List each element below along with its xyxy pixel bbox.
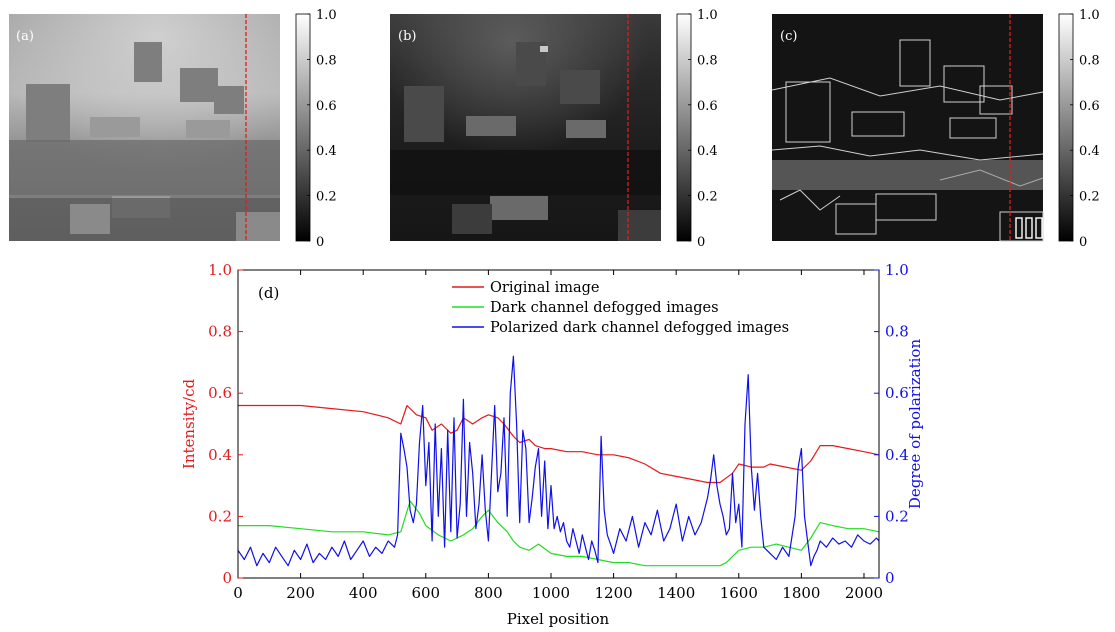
x-tick-label: 400 (349, 584, 378, 602)
panel-label-a: (a) (16, 29, 34, 44)
image-panel-c: (c) (771, 14, 1044, 242)
legend-label-polarized: Polarized dark channel defogged images (490, 320, 789, 336)
legend: Original image Dark channel defogged ima… (452, 280, 789, 336)
colorbar-a: 0 0.2 0.4 0.6 0.8 1.0 (295, 8, 337, 250)
colorbar-tick-label: 0.2 (1079, 190, 1100, 205)
x-tick-label: 0 (233, 584, 243, 602)
panel-label-b: (b) (398, 29, 416, 44)
colorbar-tick-label: 0.4 (316, 144, 337, 159)
x-tick-label: 1200 (594, 584, 632, 602)
y-tick-label-right: 0.2 (885, 507, 909, 525)
y-tick-label-right: 0.4 (885, 446, 909, 464)
colorbar-tick-label: 0.8 (316, 53, 337, 68)
x-tick-label: 600 (411, 584, 440, 602)
colorbar-tick-label: 0.4 (697, 144, 718, 159)
colorbar-tick-label: 1.0 (316, 8, 337, 23)
colorbar-tick-label: 1.0 (697, 8, 718, 23)
image-panel-b: (b) (390, 14, 661, 241)
x-tick-label: 1800 (782, 584, 820, 602)
series-line-dark-channel (238, 500, 880, 567)
x-tick-label: 1600 (720, 584, 758, 602)
series-line-original (238, 404, 880, 484)
colorbar-tick-label: 0.2 (697, 190, 718, 205)
colorbar-tick-label: 0.6 (1079, 99, 1100, 114)
x-tick-label: 800 (474, 584, 503, 602)
y-tick-label-left: 0 (222, 569, 232, 587)
y-tick-label-right: 0.6 (885, 384, 909, 402)
colorbar-tick-label: 0 (1079, 235, 1087, 250)
colorbar-c: 0 0.2 0.4 0.6 0.8 1.0 (1058, 8, 1100, 250)
y-tick-label-left: 0.4 (208, 446, 232, 464)
colorbar-tick-label: 0 (697, 235, 705, 250)
colorbar-tick-label: 0.4 (1079, 144, 1100, 159)
x-tick-label: 1000 (532, 584, 570, 602)
line-chart: 0 200 400 600 800 1000 1200 1400 1600 1800 200000.… (180, 261, 924, 628)
panel-label-d: (d) (258, 284, 279, 302)
y-tick-label-left: 0.6 (208, 384, 232, 402)
legend-label-dark-channel: Dark channel defogged images (490, 300, 719, 316)
x-tick-label: 200 (286, 584, 315, 602)
colorbar-tick-label: 0.8 (697, 53, 718, 68)
y-tick-label-right: 1.0 (885, 261, 909, 279)
y-tick-label-right: 0 (885, 569, 895, 587)
colorbar-tick-label: 0.2 (316, 190, 337, 205)
colorbar-tick-label: 1.0 (1079, 8, 1100, 23)
right-axis-title: Degree of polarization (906, 339, 924, 510)
plot-frame (237, 269, 880, 579)
panel-label-c: (c) (780, 29, 797, 44)
x-tick-label: 1400 (657, 584, 695, 602)
colorbar-tick-label: 0.6 (697, 99, 718, 114)
legend-label-original: Original image (490, 280, 600, 296)
colorbar-b: 0 0.2 0.4 0.6 0.8 1.0 (676, 8, 718, 250)
x-tick-label: 2000 (845, 584, 883, 602)
y-tick-label-left: 0.2 (208, 507, 232, 525)
image-panel-a: (a) (9, 14, 280, 241)
y-tick-label-right: 0.8 (885, 323, 909, 341)
colorbar-tick-label: 0.6 (316, 99, 337, 114)
colorbar-tick-label: 0.8 (1079, 53, 1100, 68)
series-line-polarized (237, 355, 880, 567)
x-axis-title: Pixel position (507, 610, 610, 628)
y-tick-label-left: 0.8 (208, 323, 232, 341)
left-axis-title: Intensity/cd (180, 379, 198, 470)
y-tick-label-left: 1.0 (208, 261, 232, 279)
colorbar-tick-label: 0 (316, 235, 324, 250)
